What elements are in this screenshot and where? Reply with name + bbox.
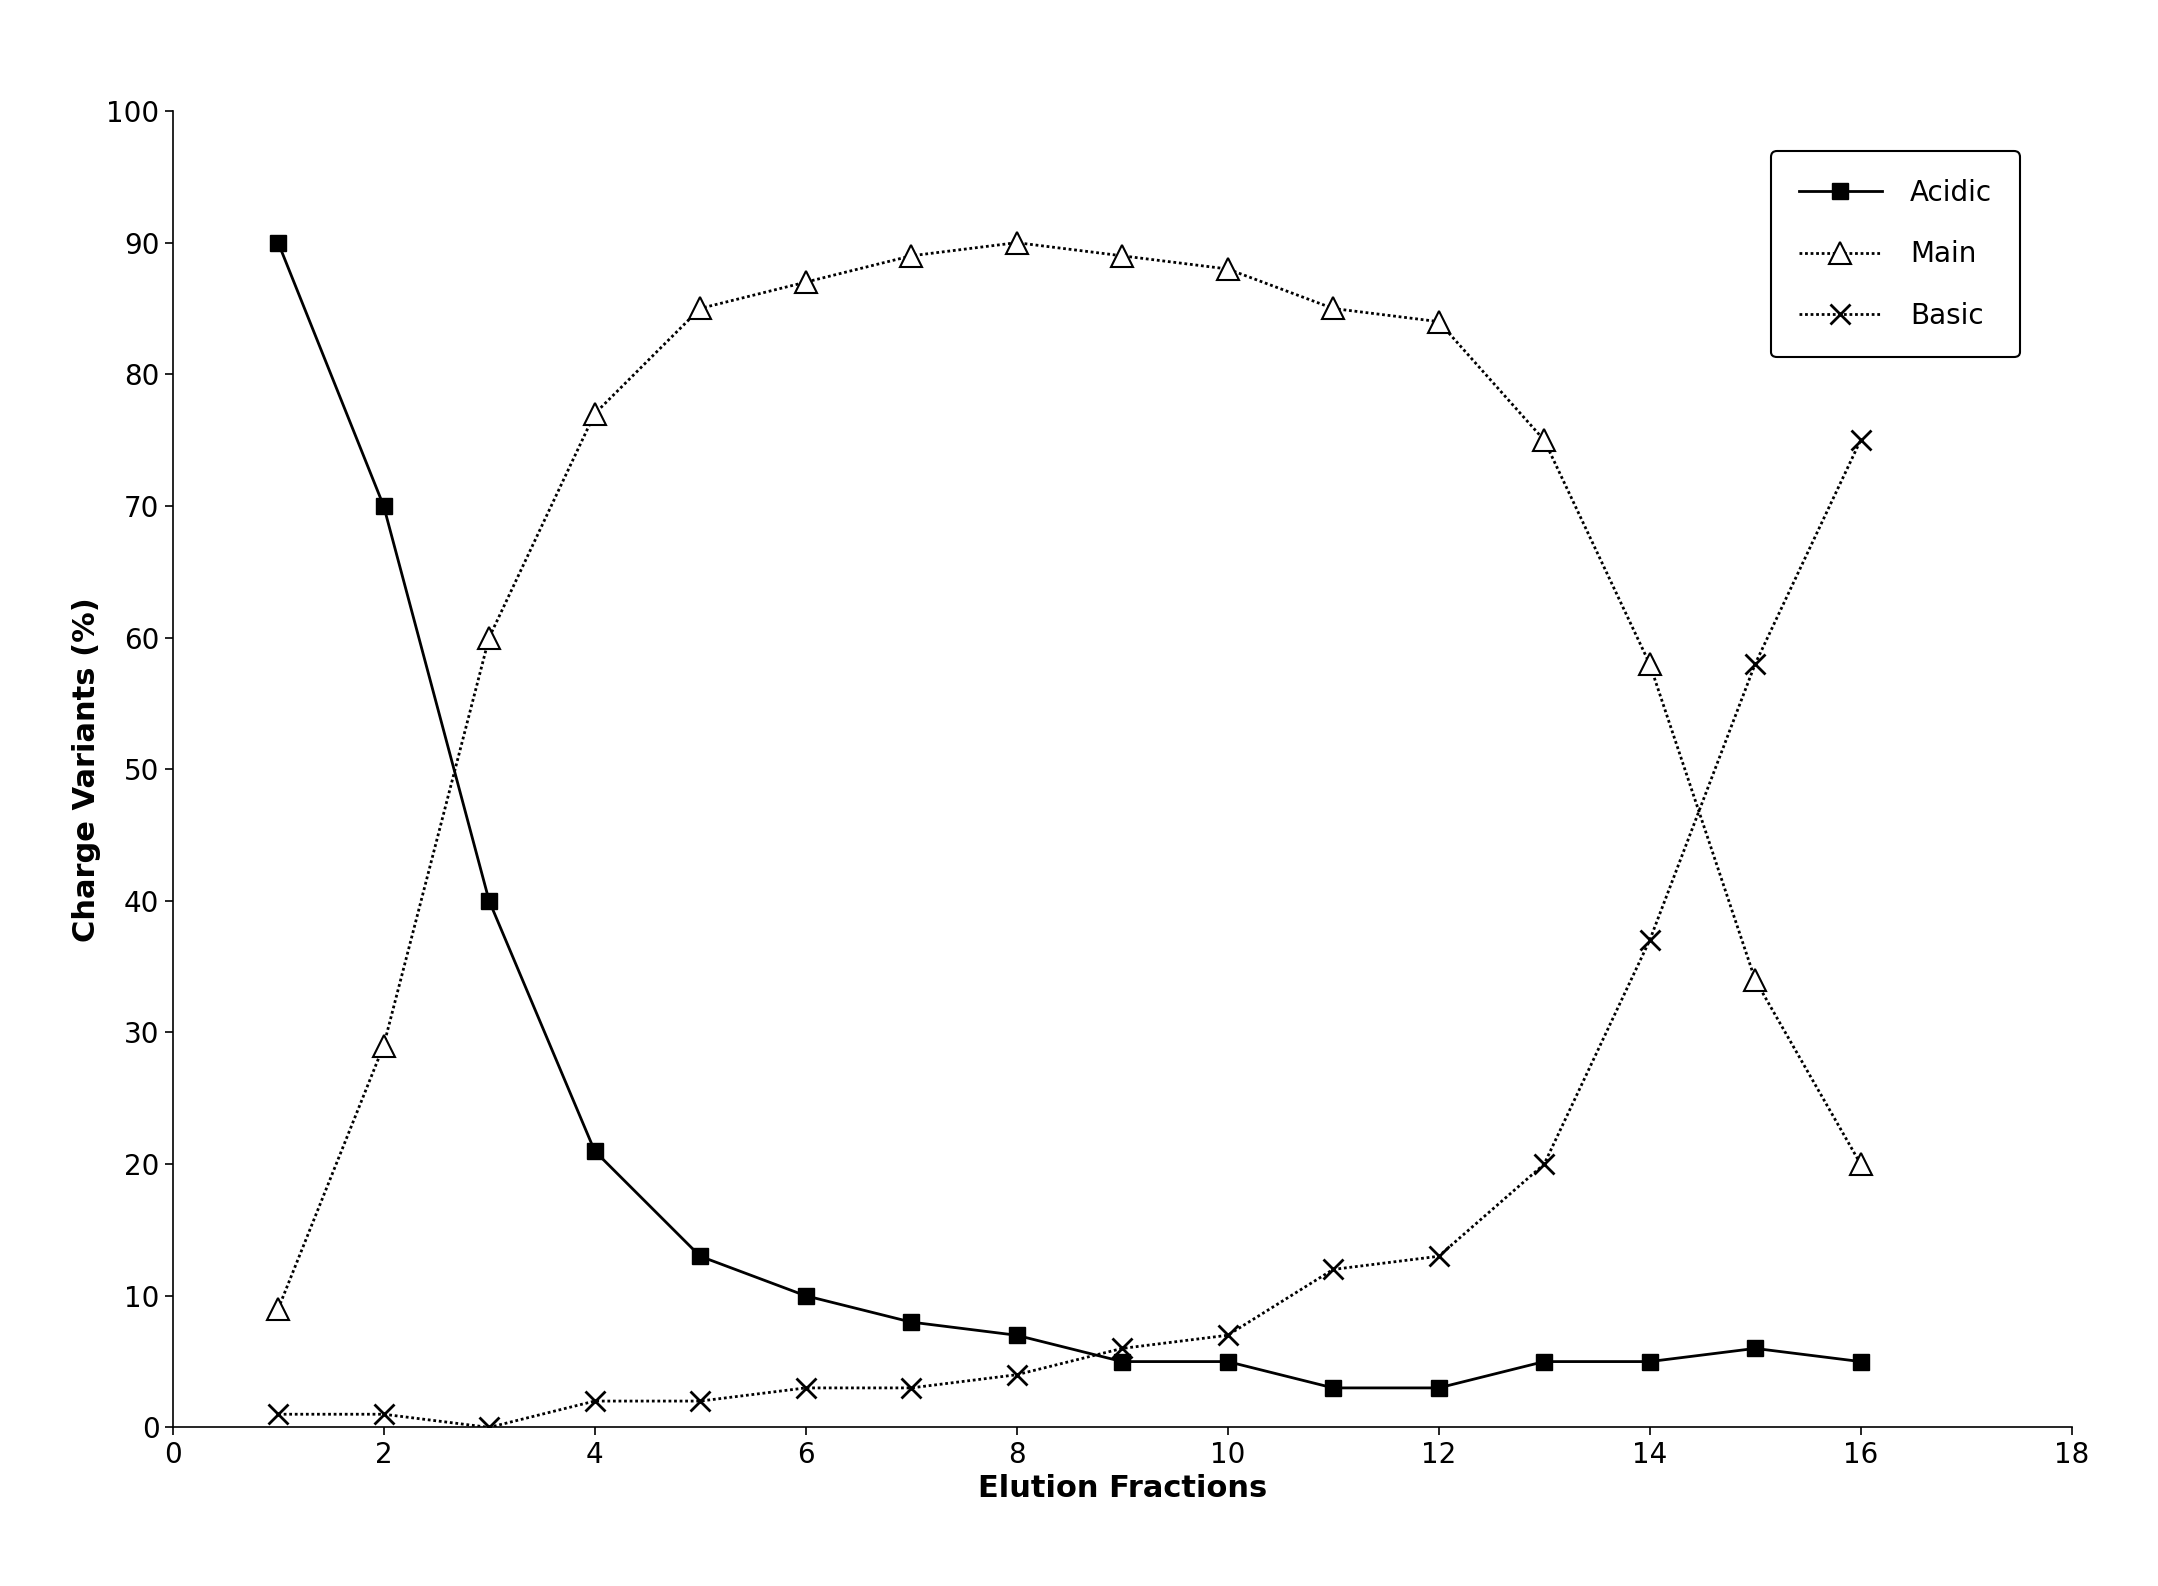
Acidic	[1742, 1339, 1767, 1358]
Basic	[1847, 430, 1873, 449]
Acidic	[1426, 1378, 1452, 1397]
Main	[1532, 430, 1558, 449]
Line: Main: Main	[268, 232, 1871, 1320]
Basic	[1636, 931, 1662, 950]
Legend: Acidic, Main, Basic: Acidic, Main, Basic	[1772, 151, 2020, 357]
Main	[371, 1036, 397, 1055]
Main	[1215, 260, 1241, 279]
Acidic	[265, 233, 291, 252]
Basic	[477, 1418, 503, 1437]
Acidic	[792, 1286, 818, 1305]
Line: Acidic: Acidic	[270, 235, 1869, 1396]
Main	[583, 404, 609, 423]
Basic	[1532, 1155, 1558, 1174]
Basic	[1109, 1339, 1135, 1358]
Basic	[1321, 1259, 1347, 1278]
Main	[477, 628, 503, 647]
Acidic	[1532, 1351, 1558, 1370]
Line: Basic: Basic	[268, 430, 1871, 1437]
Main	[1847, 1155, 1873, 1174]
Acidic	[1109, 1351, 1135, 1370]
Basic	[792, 1378, 818, 1397]
Y-axis label: Charge Variants (%): Charge Variants (%)	[71, 596, 101, 942]
Acidic	[1215, 1351, 1241, 1370]
Basic	[1003, 1366, 1029, 1385]
Basic	[1426, 1247, 1452, 1266]
Acidic	[477, 891, 503, 910]
Basic	[1742, 655, 1767, 674]
Basic	[371, 1405, 397, 1424]
Main	[1426, 312, 1452, 331]
Main	[1321, 298, 1347, 317]
Acidic	[686, 1247, 712, 1266]
Acidic	[898, 1313, 924, 1332]
Main	[265, 1299, 291, 1318]
Acidic	[371, 496, 397, 515]
Main	[792, 273, 818, 292]
Basic	[898, 1378, 924, 1397]
Main	[1636, 655, 1662, 674]
Main	[1003, 233, 1029, 252]
Basic	[686, 1391, 712, 1410]
Acidic	[583, 1142, 609, 1161]
Acidic	[1847, 1351, 1873, 1370]
Main	[1109, 246, 1135, 265]
Main	[898, 246, 924, 265]
Acidic	[1636, 1351, 1662, 1370]
X-axis label: Elution Fractions: Elution Fractions	[978, 1473, 1267, 1504]
Basic	[583, 1391, 609, 1410]
Basic	[1215, 1326, 1241, 1345]
Acidic	[1003, 1326, 1029, 1345]
Acidic	[1321, 1378, 1347, 1397]
Main	[1742, 971, 1767, 990]
Main	[686, 298, 712, 317]
Basic	[265, 1405, 291, 1424]
